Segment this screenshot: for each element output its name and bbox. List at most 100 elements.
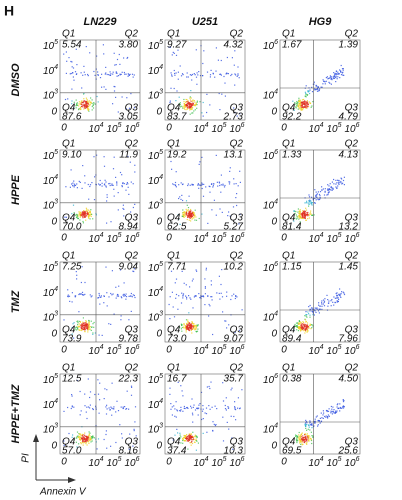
cell-event bbox=[191, 105, 193, 107]
cell-event bbox=[186, 105, 188, 107]
cell-event bbox=[78, 103, 80, 105]
cell-event bbox=[316, 415, 318, 417]
cell-event bbox=[85, 443, 87, 445]
cell-event bbox=[111, 407, 113, 409]
cell-event bbox=[197, 184, 199, 186]
cell-event bbox=[171, 168, 173, 170]
cell-event bbox=[305, 202, 307, 204]
cell-event bbox=[198, 187, 200, 189]
cell-event bbox=[103, 398, 105, 400]
cell-event bbox=[233, 183, 235, 185]
cell-event bbox=[82, 222, 84, 224]
cell-event bbox=[239, 408, 241, 410]
cell-event bbox=[202, 115, 204, 117]
cell-event bbox=[86, 439, 89, 441]
cell-event bbox=[210, 296, 212, 298]
cell-event bbox=[308, 213, 310, 215]
y-tick-label: 104 bbox=[43, 286, 58, 299]
cell-event bbox=[298, 108, 300, 110]
cell-event bbox=[130, 385, 133, 387]
cell-event bbox=[190, 213, 192, 215]
tick-base: 10 bbox=[263, 375, 275, 386]
cell-event bbox=[105, 72, 107, 74]
panel-letter: H bbox=[4, 3, 14, 19]
x-arrowhead bbox=[68, 477, 76, 483]
cell-event bbox=[205, 269, 207, 271]
y-tick-label: 106 bbox=[263, 39, 278, 52]
cell-event bbox=[87, 437, 90, 439]
cell-event bbox=[114, 86, 116, 88]
cell-event bbox=[295, 107, 297, 109]
cell-event bbox=[194, 105, 196, 107]
cell-event bbox=[302, 211, 305, 213]
cell-event bbox=[179, 432, 181, 434]
cell-event bbox=[331, 76, 333, 78]
cell-event bbox=[79, 324, 81, 326]
cell-event bbox=[76, 102, 78, 104]
quadrant-name: Q1 bbox=[167, 251, 180, 262]
tick-exponent: 5 bbox=[159, 149, 163, 156]
cell-event bbox=[73, 214, 75, 216]
cell-event bbox=[238, 329, 241, 332]
y-tick-label: 104 bbox=[148, 398, 163, 411]
cell-event bbox=[130, 394, 133, 396]
cell-event bbox=[321, 308, 323, 310]
cell-event bbox=[209, 104, 211, 106]
cell-event bbox=[309, 199, 311, 201]
cell-event bbox=[179, 434, 181, 436]
cell-event bbox=[179, 104, 181, 106]
quadrant-value: 9.04 bbox=[119, 262, 139, 273]
cell-event bbox=[224, 184, 226, 187]
x-tick-label: 105 bbox=[211, 344, 226, 357]
cell-event bbox=[124, 73, 126, 75]
cell-event bbox=[134, 406, 137, 408]
cell-event bbox=[207, 222, 209, 224]
cell-event bbox=[88, 434, 90, 436]
cell-event bbox=[186, 99, 188, 101]
plot-frame bbox=[59, 149, 141, 231]
cell-event bbox=[311, 307, 313, 309]
cell-event bbox=[339, 77, 341, 79]
cell-event bbox=[337, 407, 339, 410]
cell-event bbox=[301, 324, 303, 326]
cell-event bbox=[123, 215, 125, 217]
cell-event bbox=[233, 415, 235, 418]
cell-event bbox=[185, 105, 187, 107]
cell-event bbox=[76, 329, 78, 331]
cell-event bbox=[183, 103, 185, 105]
cell-event bbox=[299, 217, 301, 219]
quadrant-name: Q2 bbox=[345, 251, 359, 262]
cell-event bbox=[182, 214, 184, 216]
cell-event bbox=[226, 421, 228, 423]
cell-event bbox=[299, 328, 301, 330]
cell-event bbox=[300, 101, 303, 104]
cell-event bbox=[71, 326, 73, 329]
cell-event bbox=[299, 209, 301, 211]
cell-event bbox=[302, 435, 304, 437]
cell-event bbox=[208, 315, 210, 317]
cell-event bbox=[309, 310, 311, 312]
cell-event bbox=[89, 215, 91, 217]
cell-event bbox=[222, 382, 224, 384]
quadrant-value: 4.32 bbox=[224, 40, 244, 51]
cell-event bbox=[123, 295, 125, 297]
cell-event bbox=[304, 105, 306, 107]
tick-exponent: 6 bbox=[241, 122, 245, 129]
cell-event bbox=[76, 103, 78, 105]
quadrant-value: 70.0 bbox=[62, 222, 82, 233]
cell-event bbox=[80, 293, 83, 295]
tick-base: 10 bbox=[148, 175, 160, 186]
cell-event bbox=[99, 184, 101, 186]
cell-event bbox=[327, 299, 329, 301]
cell-event bbox=[306, 104, 308, 106]
cell-event bbox=[309, 420, 311, 422]
plot-frame bbox=[59, 39, 141, 121]
y-tick-label: 0 bbox=[51, 329, 57, 340]
cell-event bbox=[84, 329, 86, 331]
cell-event bbox=[93, 326, 95, 328]
cell-event bbox=[302, 438, 304, 440]
cell-event bbox=[87, 327, 89, 329]
quadrant-name: Q2 bbox=[125, 29, 139, 40]
x-tick-label: 0 bbox=[281, 233, 287, 244]
